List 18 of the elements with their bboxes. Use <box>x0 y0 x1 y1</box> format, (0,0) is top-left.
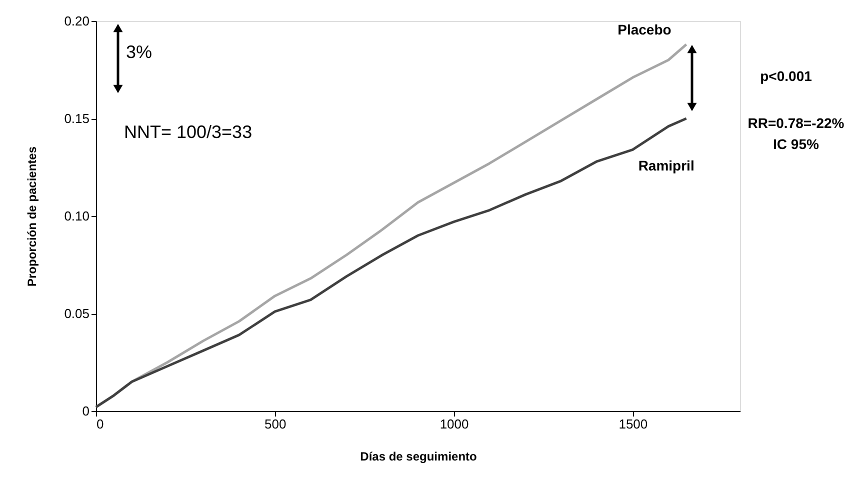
text: RR=0.78=-22% <box>748 115 845 131</box>
annotation: NNT= 100/3=33 <box>124 122 252 142</box>
y-tick-label: 0 <box>82 404 90 418</box>
annotation: 3% <box>126 42 152 62</box>
x-tick-label: 500 <box>264 416 286 432</box>
x-tick-label: 1500 <box>618 416 648 432</box>
y-tick-label: 0.20 <box>64 14 90 28</box>
text: IC 95% <box>773 136 820 152</box>
x-tick-label: 1000 <box>440 416 469 432</box>
y-axis-title: Proporción de pacientes <box>25 146 40 287</box>
y-tick-label: 0.15 <box>64 111 90 126</box>
text: p<0.001 <box>760 68 812 84</box>
series-label: Placebo <box>618 21 672 38</box>
series-label: Ramipril <box>638 158 694 174</box>
y-tick-label: 0.05 <box>64 306 90 321</box>
y-tick-label: 0.10 <box>64 208 90 224</box>
x-tick-label: 0 <box>96 416 104 432</box>
x-axis-title: Días de seguimiento <box>360 450 477 464</box>
